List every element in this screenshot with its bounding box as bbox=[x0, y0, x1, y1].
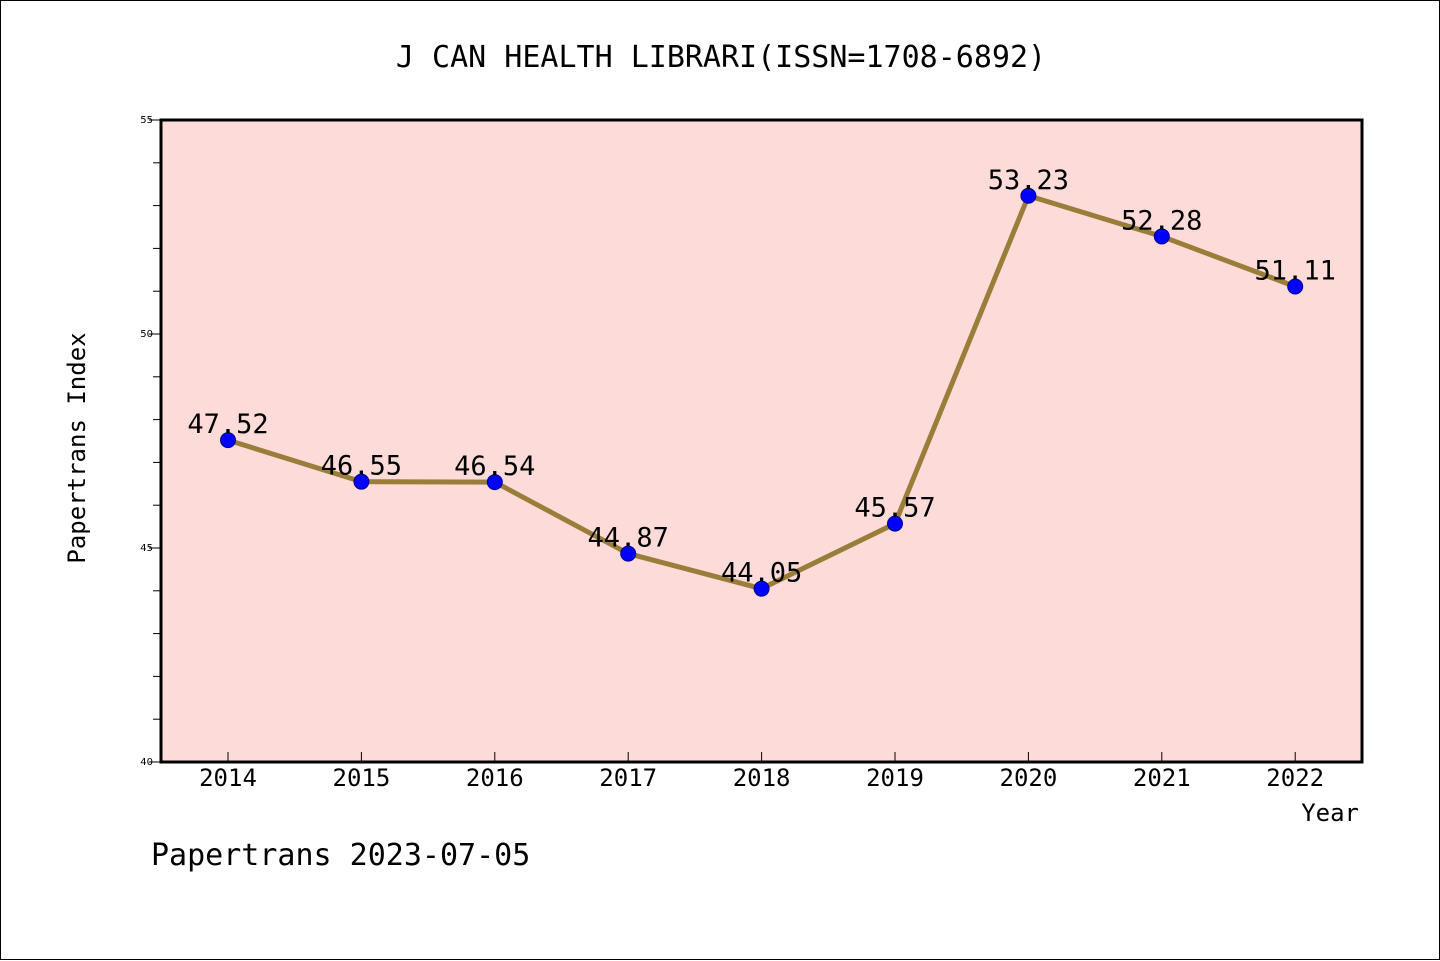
data-label: 53.23 bbox=[988, 165, 1069, 196]
data-point-marker bbox=[1153, 228, 1170, 245]
x-axis: 2014 2015 2016 2017 2018 2019 2020 2021 2022 bbox=[199, 752, 1324, 792]
data-point-marker bbox=[620, 545, 637, 562]
data-label: 52.28 bbox=[1121, 205, 1202, 236]
y-tick-label: 50 bbox=[140, 329, 153, 340]
data-label: 45.57 bbox=[854, 493, 935, 524]
data-point-marker bbox=[753, 580, 770, 597]
data-label: 46.55 bbox=[321, 451, 402, 482]
data-markers bbox=[220, 187, 1304, 597]
x-tick-label: 2019 bbox=[866, 764, 924, 792]
data-point-marker bbox=[353, 473, 370, 490]
y-tick-label: 55 bbox=[140, 115, 153, 126]
x-tick-label: 2020 bbox=[1000, 764, 1058, 792]
x-axis-title: Year bbox=[1301, 799, 1359, 827]
x-tick-label: 2021 bbox=[1133, 764, 1191, 792]
data-point-marker bbox=[887, 515, 903, 532]
data-label: 51.11 bbox=[1255, 255, 1336, 286]
y-axis: 40 45 50 55 bbox=[140, 115, 161, 768]
data-label: 47.52 bbox=[187, 409, 268, 440]
x-tick-label: 2016 bbox=[466, 764, 524, 792]
x-tick-label: 2018 bbox=[733, 764, 791, 792]
chart-title: J CAN HEALTH LIBRARI(ISSN=1708-6892) bbox=[396, 40, 1046, 75]
y-tick-label: 40 bbox=[140, 757, 153, 768]
data-point-marker bbox=[486, 474, 503, 491]
x-tick-label: 2015 bbox=[333, 764, 391, 792]
data-label: 44.87 bbox=[588, 523, 669, 554]
x-tick-label: 2014 bbox=[199, 764, 257, 792]
data-label: 46.54 bbox=[454, 451, 535, 482]
y-tick-label: 45 bbox=[140, 543, 153, 554]
data-point-marker bbox=[220, 432, 236, 449]
data-point-marker bbox=[1020, 187, 1037, 204]
data-label: 44.05 bbox=[721, 558, 802, 589]
footer-date-label: Papertrans 2023-07-05 bbox=[151, 838, 530, 873]
y-axis-title: Papertrans Index bbox=[63, 332, 91, 563]
plot-area bbox=[159, 118, 1364, 764]
data-point-marker bbox=[1287, 278, 1304, 295]
data-labels: 47.52 46.55 46.54 44.87 44.05 45.57 53.23 52.28… bbox=[187, 165, 1335, 589]
x-tick-label: 2022 bbox=[1266, 764, 1324, 792]
x-tick-label: 2017 bbox=[599, 764, 657, 792]
